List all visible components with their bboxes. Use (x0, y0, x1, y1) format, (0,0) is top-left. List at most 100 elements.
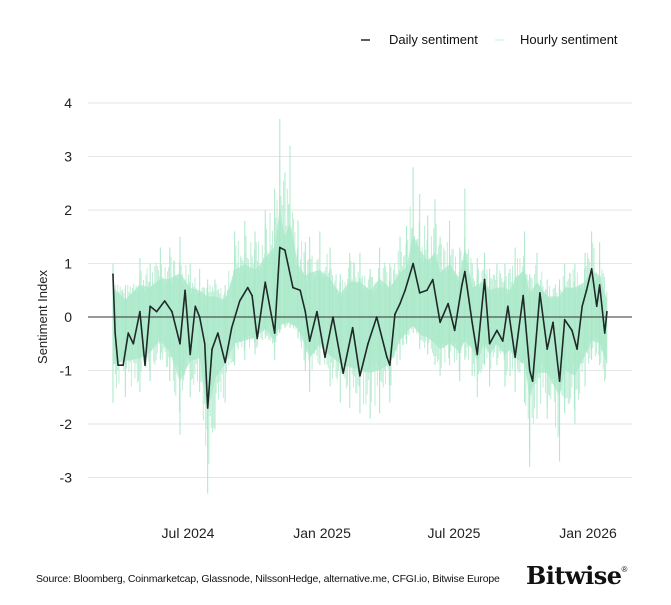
y-tick-label: 1 (64, 256, 72, 272)
y-tick-label: 3 (64, 149, 72, 165)
y-tick-label: -1 (60, 363, 73, 379)
daily-point (496, 329, 498, 332)
daily-point (132, 342, 135, 345)
daily-point (287, 262, 289, 265)
legend: Daily sentiment Hourly sentiment (361, 32, 618, 47)
daily-point (464, 270, 466, 273)
daily-point (179, 342, 181, 345)
daily-point (308, 340, 311, 342)
daily-point (224, 361, 226, 364)
y-tick-label: 4 (64, 95, 72, 111)
daily-point (375, 316, 378, 318)
legend-daily-label: Daily sentiment (389, 32, 478, 47)
daily-point (367, 342, 369, 345)
y-tick-label: -3 (60, 470, 73, 486)
daily-point (217, 332, 219, 334)
daily-point (603, 332, 606, 334)
daily-point (114, 332, 116, 334)
daily-point (483, 278, 486, 281)
daily-point (426, 289, 428, 292)
daily-point (432, 278, 434, 281)
daily-point (546, 348, 548, 350)
daily-point (552, 321, 554, 324)
legend-hourly-label: Hourly sentiment (520, 32, 618, 47)
daily-point (279, 246, 281, 249)
x-tick-label: Jan 2026 (559, 525, 617, 541)
x-tick-label: Jul 2025 (427, 525, 480, 541)
daily-point (488, 342, 491, 345)
daily-point (117, 364, 119, 366)
daily-point (171, 310, 173, 313)
registered-mark: ® (621, 565, 628, 574)
daily-point (598, 284, 601, 286)
daily-point (351, 326, 354, 329)
daily-point (514, 356, 516, 358)
daily-point (203, 342, 206, 345)
daily-point (264, 281, 267, 284)
daily-point (198, 316, 201, 318)
daily-point (476, 353, 479, 356)
logo-text: Bitwise (526, 561, 622, 590)
daily-point (184, 289, 186, 292)
daily-point (404, 289, 406, 292)
daily-point (342, 372, 344, 374)
daily-point (230, 326, 233, 329)
daily-point (251, 294, 253, 297)
daily-point (284, 249, 286, 251)
y-axis-label: Sentiment Index (35, 270, 50, 364)
x-tick-label: Jul 2024 (162, 525, 215, 541)
y-tick-label: 0 (64, 309, 72, 325)
daily-point (256, 337, 259, 340)
daily-point (211, 348, 213, 350)
y-tick-label: -2 (60, 416, 73, 432)
daily-point (304, 310, 307, 313)
daily-point (412, 262, 414, 265)
daily-point (522, 294, 524, 297)
hourly-sentiment-series (112, 119, 608, 494)
daily-point (571, 329, 573, 332)
daily-point (595, 305, 598, 308)
daily-point (149, 305, 151, 308)
daily-point (447, 302, 449, 305)
daily-point (292, 286, 294, 289)
y-tick-label: 2 (64, 202, 72, 218)
daily-point (461, 284, 463, 286)
daily-point (590, 268, 593, 270)
x-axis-ticks: Jul 2024 Jan 2025 Jul 2025 Jan 2026 (162, 525, 617, 541)
daily-point (558, 380, 561, 383)
source-note: Source: Bloomberg, Coinmarketcap, Glassn… (36, 573, 500, 585)
daily-point (299, 289, 302, 292)
x-tick-label: Jan 2025 (293, 525, 351, 541)
daily-point (563, 318, 566, 321)
daily-point (585, 289, 588, 292)
daily-point (112, 273, 114, 276)
daily-point (471, 321, 473, 324)
daily-point (439, 321, 441, 324)
daily-point (246, 286, 249, 289)
daily-point (273, 332, 276, 334)
daily-point (359, 375, 361, 377)
daily-point (386, 356, 388, 358)
daily-point (324, 356, 326, 358)
daily-point (316, 310, 318, 313)
daily-sentiment-series (112, 246, 608, 409)
daily-point (206, 407, 209, 409)
daily-point (528, 369, 531, 372)
bitwise-logo: Bitwise® (526, 561, 627, 590)
daily-point (122, 364, 124, 366)
daily-point (194, 305, 197, 308)
daily-point (606, 310, 608, 313)
daily-point (189, 353, 191, 356)
daily-point (576, 348, 578, 350)
daily-point (332, 316, 334, 318)
daily-point (127, 332, 130, 334)
daily-point (238, 300, 241, 302)
daily-point (453, 329, 456, 332)
daily-point (144, 364, 146, 366)
daily-point (139, 310, 141, 313)
y-axis-ticks: 4 3 2 1 0 -1 -2 -3 (60, 95, 73, 486)
daily-point (501, 340, 504, 342)
daily-point (581, 305, 583, 308)
daily-point (394, 313, 396, 316)
